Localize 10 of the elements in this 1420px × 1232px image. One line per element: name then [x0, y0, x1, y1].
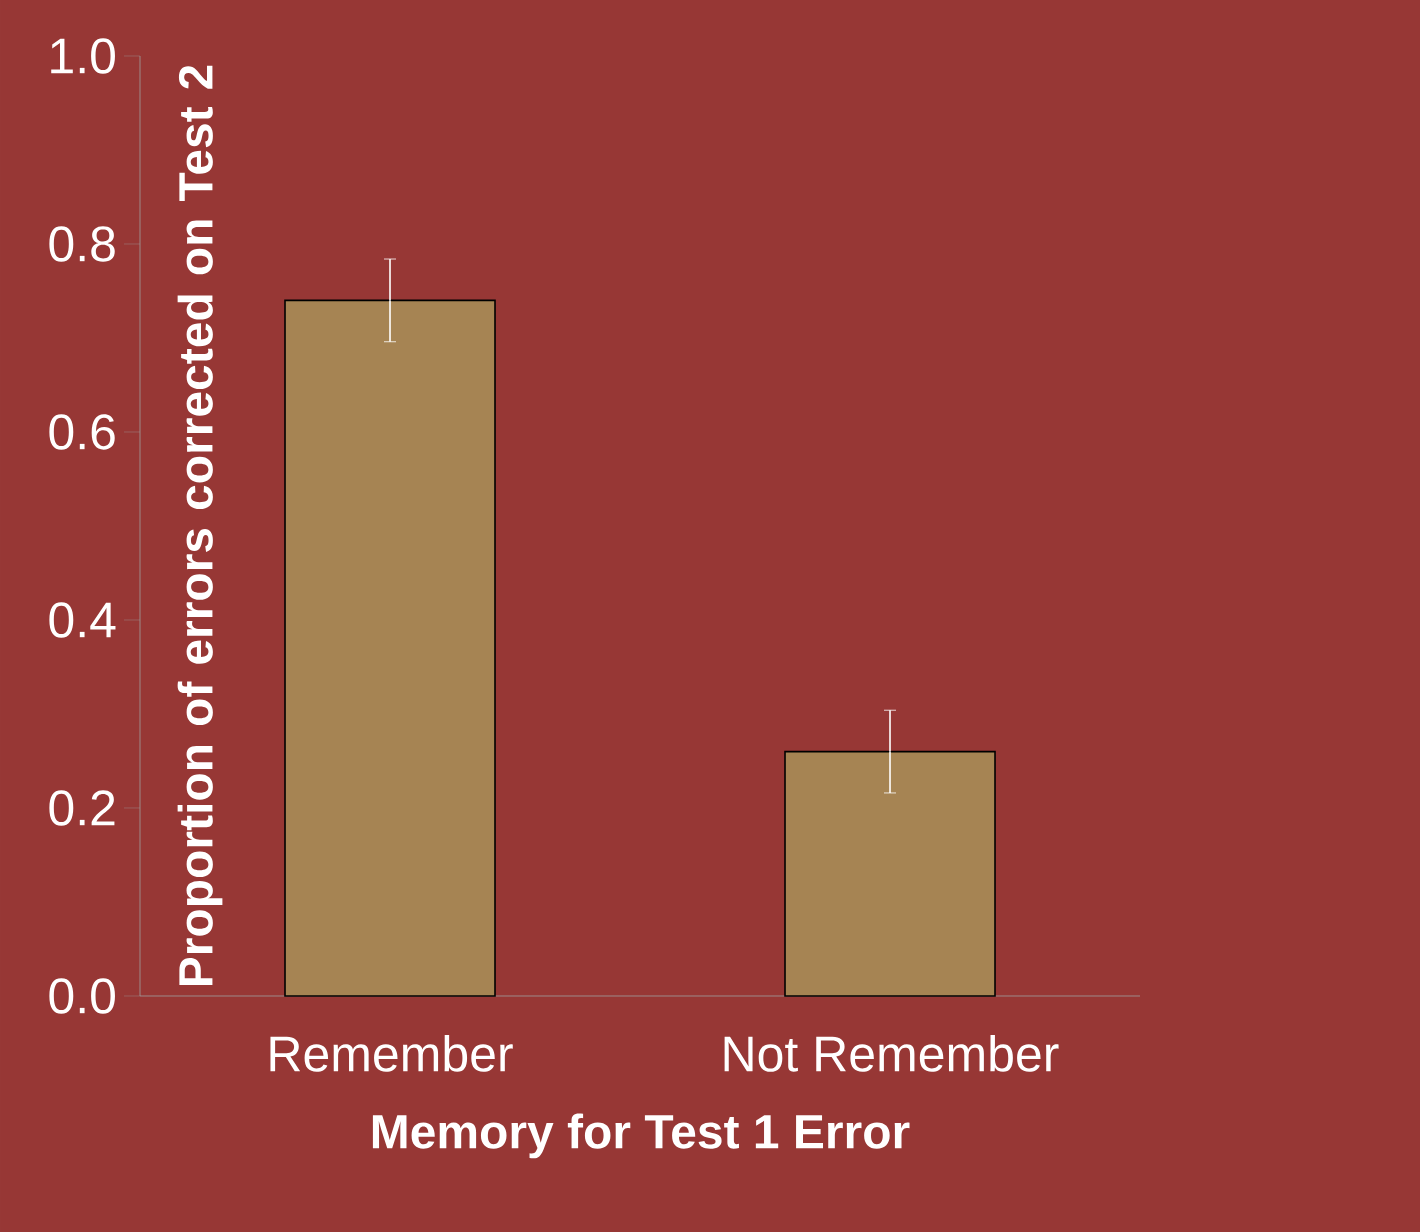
x-tick-label: Not Remember [724, 1035, 1059, 1072]
y-tick-label: 1.0 [51, 38, 115, 74]
y-axis-title: Proportion of errors corrected on Test 2 [177, 65, 223, 986]
x-tick-label: Remember [270, 1035, 513, 1072]
y-tick-label: 0.8 [49, 226, 115, 262]
y-tick-label: 0.2 [49, 790, 115, 826]
y-tick-label: 0.6 [49, 414, 115, 450]
x-axis-title: Memory for Test 1 Error [372, 1113, 910, 1159]
y-tick-label: 0.0 [49, 978, 115, 1014]
y-tick-label: 0.4 [49, 602, 116, 638]
